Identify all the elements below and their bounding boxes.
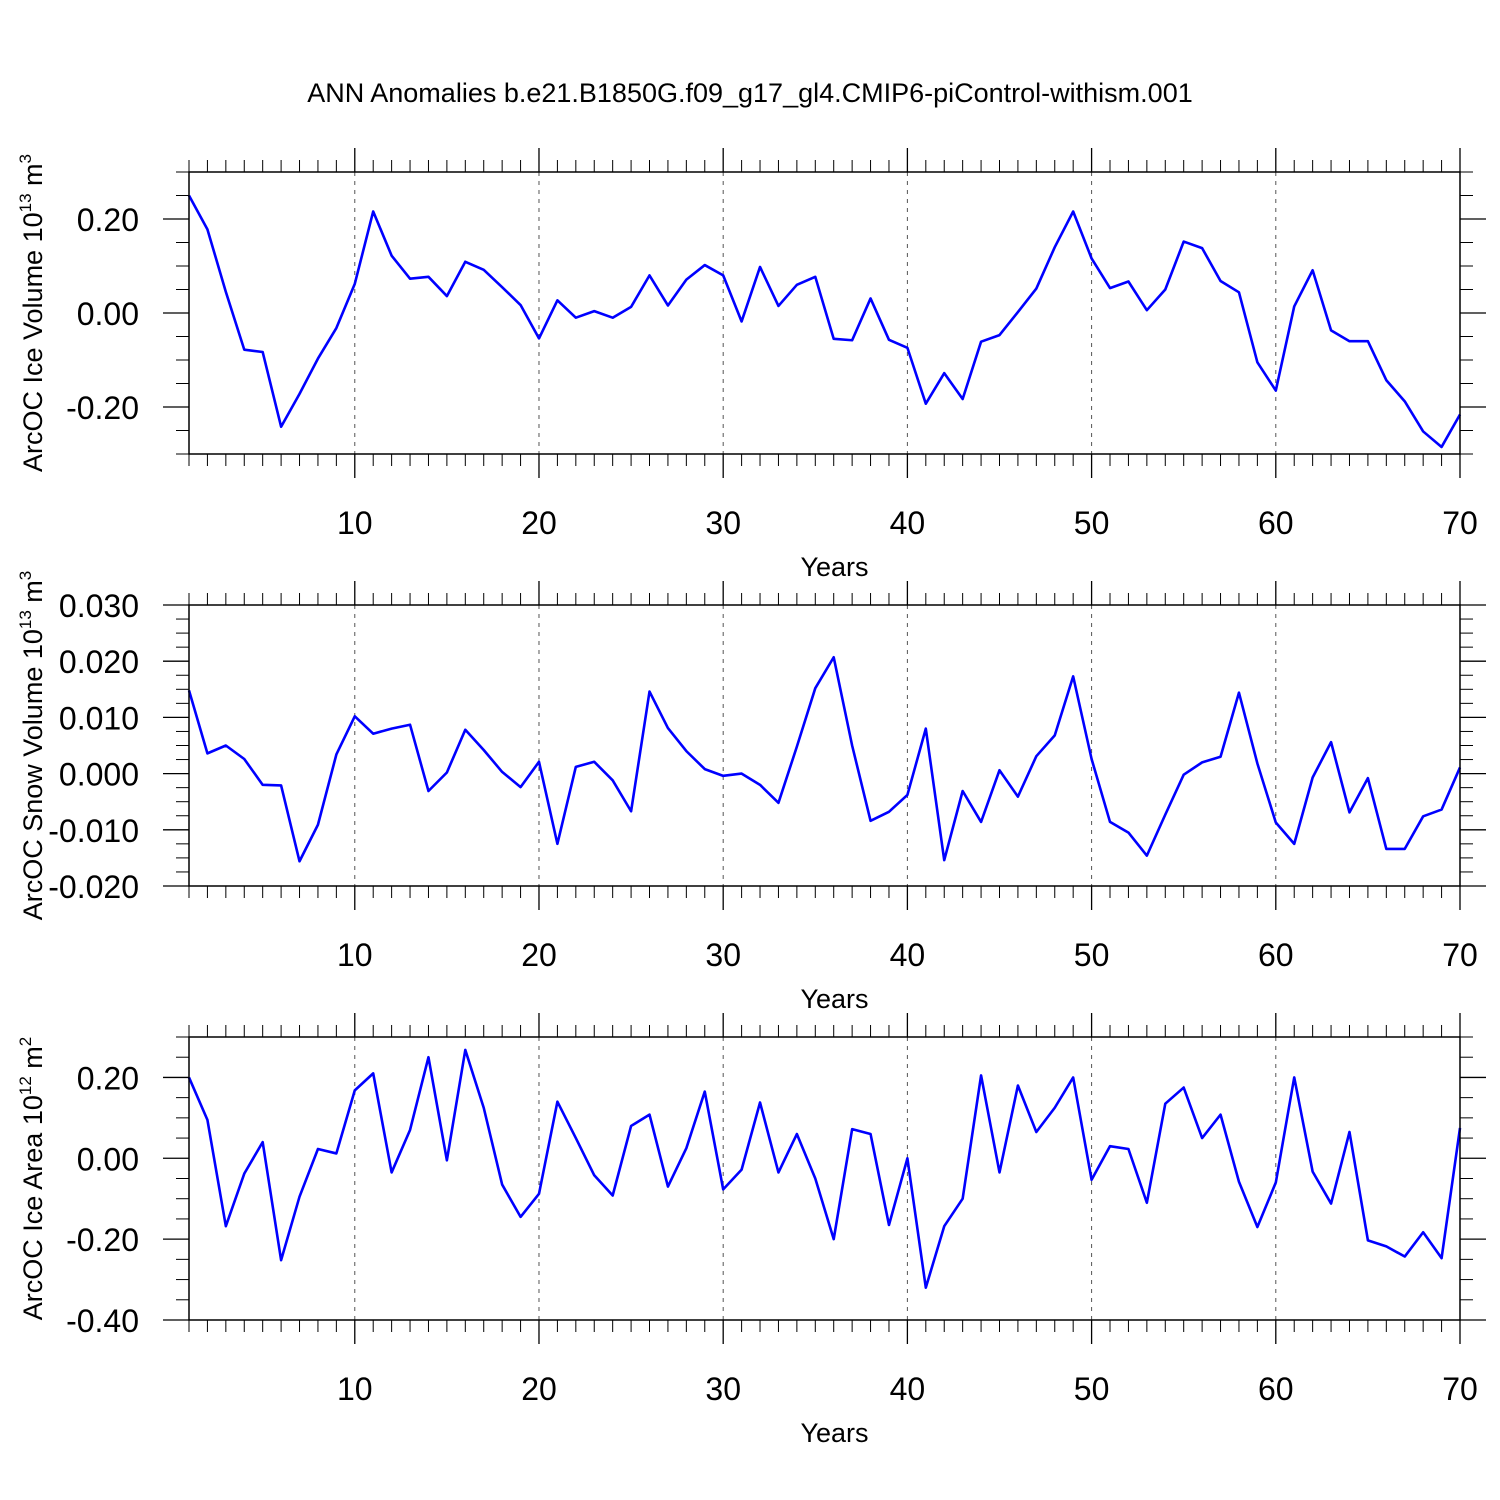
panel1-x-axis-label: Years [800, 552, 868, 582]
panel2-x-tick-label: 70 [1442, 937, 1478, 973]
panel3-x-tick-label: 70 [1442, 1371, 1478, 1407]
panel1-x-tick-label: 30 [705, 505, 741, 541]
panel2-x-tick-label: 10 [337, 937, 373, 973]
panel2-y-axis-label: ArcOC Snow Volume 1013 m3 [16, 571, 48, 921]
panel3-series-line [187, 1048, 1462, 1289]
panel3-plot-frame [188, 1036, 1461, 1321]
panel1-x-tick-label: 20 [521, 505, 557, 541]
panel3-y-tick-label: -0.40 [66, 1303, 139, 1339]
panel3-x-tick-label: 50 [1074, 1371, 1110, 1407]
panel2-series-line [187, 655, 1462, 863]
panel3-y-tick-label: 0.00 [77, 1141, 139, 1177]
panel1-y-axis-label: ArcOC Ice Volume 1013 m3 [16, 154, 48, 472]
panel1-x-tick-label: 10 [337, 505, 373, 541]
panel1-x-tick-label: 50 [1074, 505, 1110, 541]
figure-title: ANN Anomalies b.e21.B1850G.f09_g17_gl4.C… [307, 78, 1193, 108]
panel2-x-tick-label: 30 [705, 937, 741, 973]
panel3-y-tick-label: -0.20 [66, 1222, 139, 1258]
panel2-y-tick-label: 0.000 [59, 757, 139, 793]
panel1-y-tick-label: 0.00 [77, 296, 139, 332]
panel1-plot-frame [188, 171, 1461, 455]
panel2-x-tick-label: 20 [521, 937, 557, 973]
panel2-x-tick-label: 60 [1258, 937, 1294, 973]
panel3-x-tick-label: 60 [1258, 1371, 1294, 1407]
panel1-x-tick-label: 60 [1258, 505, 1294, 541]
panel2-x-tick-label: 40 [890, 937, 926, 973]
panel2-y-tick-label: -0.010 [48, 813, 139, 849]
panel3-x-tick-label: 10 [337, 1371, 373, 1407]
panel1-y-tick-label: 0.20 [77, 202, 139, 238]
panel2-y-tick-label: -0.020 [48, 869, 139, 905]
panel3-y-axis-label: ArcOC Ice Area 1012 m2 [16, 1037, 48, 1321]
panel1-series-line [187, 194, 1462, 449]
panel3-x-tick-label: 30 [705, 1371, 741, 1407]
panel3-x-axis-label: Years [800, 1418, 868, 1448]
panel2-y-tick-label: 0.010 [59, 700, 139, 736]
panel2-x-tick-label: 50 [1074, 937, 1110, 973]
panel3-x-tick-label: 20 [521, 1371, 557, 1407]
panel1-x-tick-label: 70 [1442, 505, 1478, 541]
panel1-x-tick-label: 40 [890, 505, 926, 541]
panel1-y-tick-label: -0.20 [66, 390, 139, 426]
panel2-plot-frame [188, 604, 1461, 887]
panel2-y-tick-label: 0.020 [59, 644, 139, 680]
panel2-x-axis-label: Years [800, 984, 868, 1014]
panel2-y-tick-label: 0.030 [59, 588, 139, 624]
panel3-x-tick-label: 40 [890, 1371, 926, 1407]
panel3-y-tick-label: 0.20 [77, 1060, 139, 1096]
